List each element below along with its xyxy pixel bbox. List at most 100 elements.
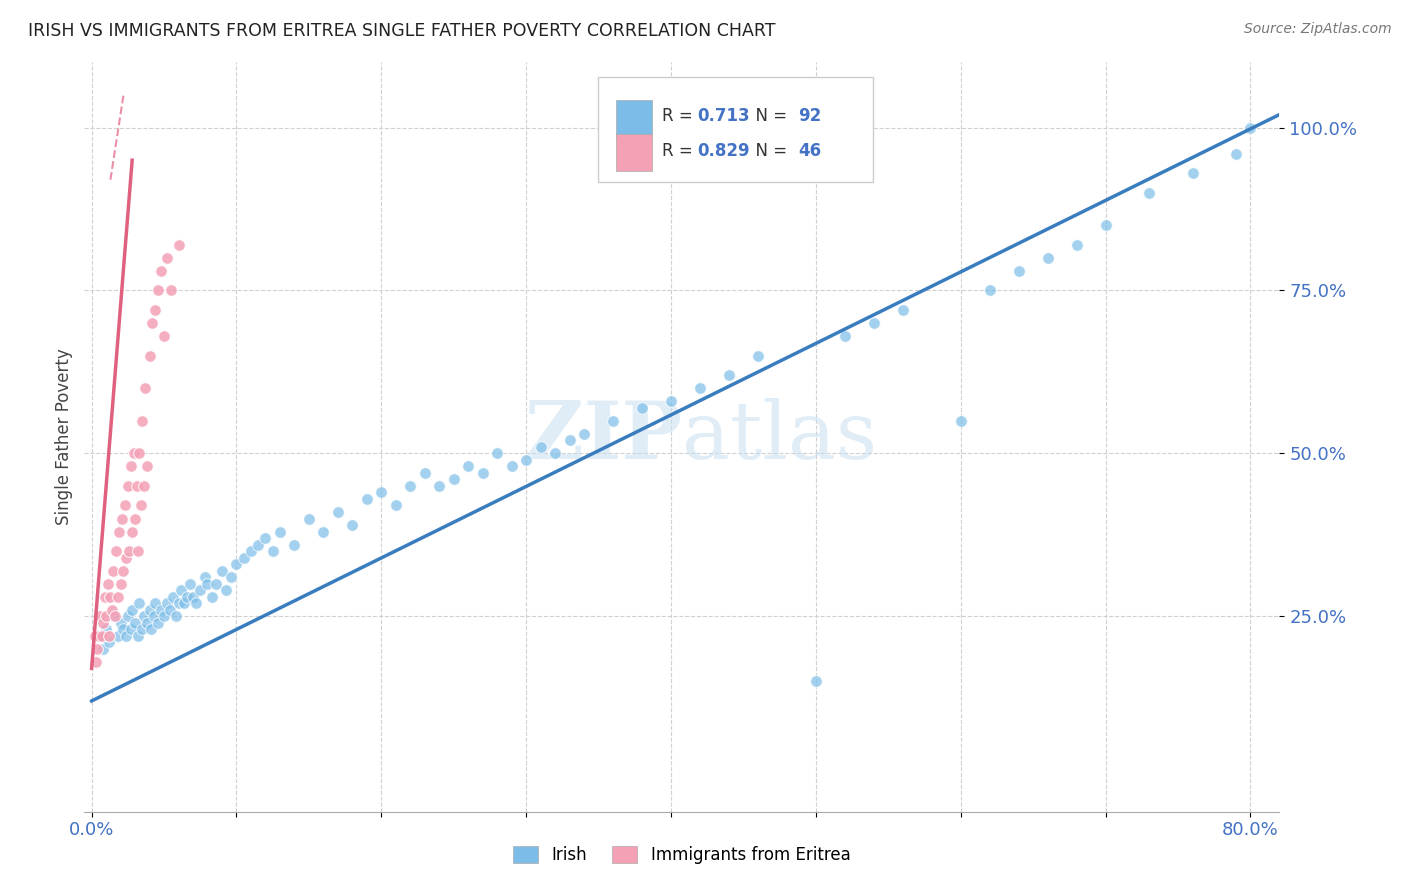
Point [107, 629, 129, 643]
Point [298, 511, 321, 525]
Point [747, 349, 769, 363]
Point [142, 609, 165, 624]
Legend: Irish, Immigrants from Eritrea: Irish, Immigrants from Eritrea [506, 839, 858, 871]
Point [399, 479, 422, 493]
Text: 0.829: 0.829 [697, 142, 749, 160]
Point [427, 479, 450, 493]
Point [104, 609, 127, 624]
Point [443, 472, 465, 486]
Point [127, 544, 149, 558]
Point [1008, 264, 1031, 278]
Point [121, 603, 143, 617]
Point [356, 491, 378, 506]
Point [94, 622, 117, 636]
Point [188, 583, 211, 598]
Point [544, 446, 567, 460]
Point [101, 603, 124, 617]
Point [118, 544, 141, 558]
Point [1239, 120, 1261, 135]
Point [312, 524, 335, 539]
Point [486, 446, 509, 460]
Point [370, 485, 392, 500]
Point [834, 329, 856, 343]
Point [128, 596, 150, 610]
Point [1094, 219, 1116, 233]
Point [150, 603, 173, 617]
Point [659, 394, 682, 409]
Point [132, 609, 155, 624]
Point [160, 284, 183, 298]
Point [194, 570, 217, 584]
Point [112, 622, 135, 636]
Point [135, 615, 157, 630]
Point [162, 590, 184, 604]
Point [153, 609, 176, 624]
Point [111, 511, 134, 525]
Point [127, 629, 149, 643]
Point [129, 499, 152, 513]
Point [117, 479, 139, 493]
Point [342, 518, 364, 533]
Point [262, 544, 284, 558]
Point [121, 524, 143, 539]
Point [114, 499, 136, 513]
Text: atlas: atlas [682, 398, 877, 476]
Point [717, 368, 740, 383]
Text: 92: 92 [797, 107, 821, 126]
Point [530, 440, 553, 454]
Point [602, 414, 624, 428]
Point [572, 426, 595, 441]
Point [1036, 251, 1059, 265]
Bar [616, 134, 652, 171]
Point [219, 570, 242, 584]
Point [205, 576, 228, 591]
Point [135, 459, 157, 474]
Point [124, 615, 146, 630]
Point [138, 349, 160, 363]
Point [89, 609, 111, 624]
Point [93, 590, 115, 604]
Point [98, 629, 121, 643]
Point [413, 466, 436, 480]
Point [139, 622, 162, 636]
Point [112, 564, 135, 578]
Point [124, 511, 146, 525]
Point [138, 603, 160, 617]
Point [125, 479, 148, 493]
Point [148, 284, 170, 298]
Point [103, 609, 125, 624]
Point [105, 544, 128, 558]
Point [84, 655, 107, 669]
Point [131, 622, 153, 636]
Point [1181, 166, 1204, 180]
Point [201, 590, 224, 604]
FancyBboxPatch shape [599, 78, 873, 182]
Text: N =: N = [745, 107, 793, 126]
Point [457, 459, 479, 474]
Point [232, 550, 254, 565]
Point [86, 641, 108, 656]
Point [215, 583, 238, 598]
Point [254, 531, 277, 545]
Point [91, 641, 114, 656]
Point [91, 615, 114, 630]
Point [128, 446, 150, 460]
Text: ZIP: ZIP [524, 398, 682, 476]
Point [326, 505, 349, 519]
Point [179, 576, 201, 591]
Point [141, 316, 163, 330]
Point [804, 674, 827, 689]
Point [83, 629, 105, 643]
Point [107, 590, 129, 604]
Point [515, 453, 537, 467]
Point [94, 609, 117, 624]
Point [122, 446, 145, 460]
Point [100, 590, 122, 604]
Point [117, 609, 139, 624]
Point [132, 479, 155, 493]
Point [471, 466, 494, 480]
Point [87, 629, 110, 643]
Point [159, 603, 181, 617]
Point [173, 596, 195, 610]
Text: IRISH VS IMMIGRANTS FROM ERITREA SINGLE FATHER POVERTY CORRELATION CHART: IRISH VS IMMIGRANTS FROM ERITREA SINGLE … [28, 22, 776, 40]
